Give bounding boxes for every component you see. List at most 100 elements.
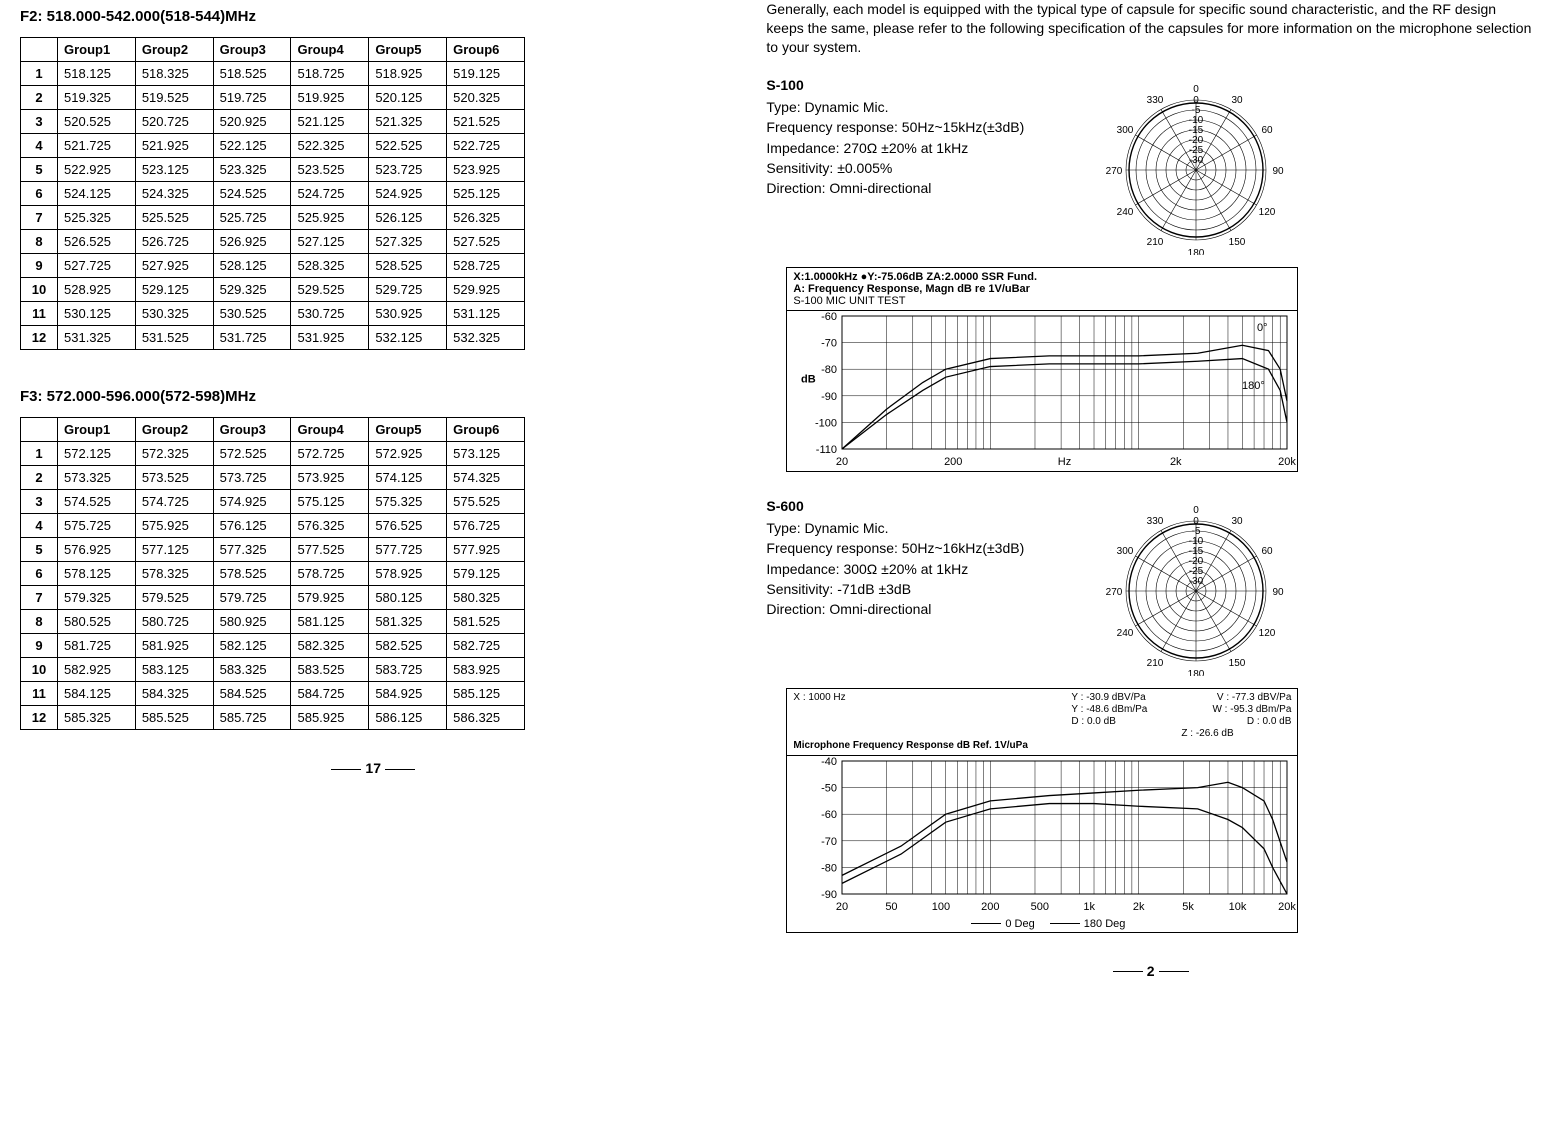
freq-cell: 519.125 bbox=[447, 62, 525, 86]
svg-text:330: 330 bbox=[1147, 95, 1164, 106]
svg-text:0°: 0° bbox=[1257, 322, 1268, 334]
freq-cell: 522.925 bbox=[58, 158, 136, 182]
row-number: 2 bbox=[21, 466, 58, 490]
row-number: 7 bbox=[21, 206, 58, 230]
freq-cell: 573.525 bbox=[135, 466, 213, 490]
svg-text:2k: 2k bbox=[1170, 456, 1182, 468]
col-header: Group3 bbox=[213, 38, 291, 62]
freq-cell: 528.125 bbox=[213, 254, 291, 278]
row-number: 4 bbox=[21, 514, 58, 538]
svg-text:-50: -50 bbox=[821, 782, 837, 794]
freq-cell: 524.125 bbox=[58, 182, 136, 206]
svg-text:300: 300 bbox=[1117, 125, 1134, 136]
freq-cell: 518.725 bbox=[291, 62, 369, 86]
svg-text:200: 200 bbox=[944, 456, 962, 468]
col-header: Group2 bbox=[135, 418, 213, 442]
svg-text:10k: 10k bbox=[1229, 901, 1247, 913]
row-number: 6 bbox=[21, 182, 58, 206]
freq-cell: 526.925 bbox=[213, 230, 291, 254]
svg-text:-15: -15 bbox=[1189, 125, 1204, 136]
freq-cell: 585.525 bbox=[135, 706, 213, 730]
freq-cell: 577.525 bbox=[291, 538, 369, 562]
freq-cell: 523.925 bbox=[447, 158, 525, 182]
page-number-left: 17 bbox=[20, 760, 726, 776]
col-header: Group1 bbox=[58, 418, 136, 442]
freq-cell: 520.525 bbox=[58, 110, 136, 134]
freq-cell: 581.925 bbox=[135, 634, 213, 658]
freq-cell: 576.925 bbox=[58, 538, 136, 562]
freq-cell: 525.125 bbox=[447, 182, 525, 206]
freq-cell: 526.725 bbox=[135, 230, 213, 254]
svg-text:150: 150 bbox=[1229, 237, 1246, 248]
svg-text:5k: 5k bbox=[1183, 901, 1195, 913]
svg-text:-20: -20 bbox=[1189, 135, 1204, 146]
freq-cell: 519.925 bbox=[291, 86, 369, 110]
freq-cell: 526.525 bbox=[58, 230, 136, 254]
svg-text:-40: -40 bbox=[821, 756, 837, 768]
svg-text:0: 0 bbox=[1194, 84, 1200, 95]
svg-text:120: 120 bbox=[1259, 628, 1276, 639]
freq-cell: 525.925 bbox=[291, 206, 369, 230]
freq-cell: 529.725 bbox=[369, 278, 447, 302]
freq-cell: 529.325 bbox=[213, 278, 291, 302]
svg-text:-25: -25 bbox=[1189, 145, 1204, 156]
freq-cell: 578.525 bbox=[213, 562, 291, 586]
svg-text:-10: -10 bbox=[1189, 115, 1204, 126]
freq-cell: 577.125 bbox=[135, 538, 213, 562]
freq-cell: 573.725 bbox=[213, 466, 291, 490]
freq-cell: 584.125 bbox=[58, 682, 136, 706]
svg-text:-5: -5 bbox=[1192, 105, 1201, 116]
row-number: 1 bbox=[21, 442, 58, 466]
svg-text:dB: dB bbox=[801, 373, 816, 385]
svg-text:300: 300 bbox=[1117, 546, 1134, 557]
svg-text:210: 210 bbox=[1147, 658, 1164, 669]
svg-text:-100: -100 bbox=[815, 417, 837, 429]
page-number-right: 2 bbox=[766, 963, 1535, 979]
freq-cell: 580.725 bbox=[135, 610, 213, 634]
col-header: Group6 bbox=[447, 38, 525, 62]
s600-response-chart: X : 1000 Hz Y : -30.9 dBV/Pa V : -77.3 d… bbox=[786, 688, 1298, 933]
freq-cell: 528.725 bbox=[447, 254, 525, 278]
row-number: 12 bbox=[21, 326, 58, 350]
freq-cell: 572.325 bbox=[135, 442, 213, 466]
row-number: 10 bbox=[21, 658, 58, 682]
row-number: 1 bbox=[21, 62, 58, 86]
freq-cell: 573.925 bbox=[291, 466, 369, 490]
freq-cell: 576.525 bbox=[369, 514, 447, 538]
svg-text:0: 0 bbox=[1194, 505, 1200, 516]
freq-cell: 520.125 bbox=[369, 86, 447, 110]
freq-cell: 576.125 bbox=[213, 514, 291, 538]
col-header: Group2 bbox=[135, 38, 213, 62]
freq-cell: 521.325 bbox=[369, 110, 447, 134]
freq-cell: 583.525 bbox=[291, 658, 369, 682]
freq-cell: 521.925 bbox=[135, 134, 213, 158]
freq-cell: 531.125 bbox=[447, 302, 525, 326]
svg-text:1k: 1k bbox=[1084, 901, 1096, 913]
freq-cell: 531.725 bbox=[213, 326, 291, 350]
freq-cell: 528.925 bbox=[58, 278, 136, 302]
freq-cell: 527.725 bbox=[58, 254, 136, 278]
row-number: 9 bbox=[21, 634, 58, 658]
row-number: 8 bbox=[21, 610, 58, 634]
freq-cell: 526.325 bbox=[447, 206, 525, 230]
freq-cell: 584.725 bbox=[291, 682, 369, 706]
svg-text:-25: -25 bbox=[1189, 566, 1204, 577]
svg-text:50: 50 bbox=[886, 901, 898, 913]
col-header bbox=[21, 38, 58, 62]
freq-cell: 584.325 bbox=[135, 682, 213, 706]
s600-polar-diagram: 0306090120150180210240270300330-30-25-20… bbox=[1096, 496, 1296, 676]
freq-cell: 572.525 bbox=[213, 442, 291, 466]
row-number: 3 bbox=[21, 490, 58, 514]
freq-cell: 520.325 bbox=[447, 86, 525, 110]
freq-cell: 518.125 bbox=[58, 62, 136, 86]
svg-text:60: 60 bbox=[1262, 125, 1274, 136]
s100-polar-diagram: 0306090120150180210240270300330-30-25-20… bbox=[1096, 75, 1296, 255]
svg-text:-70: -70 bbox=[821, 835, 837, 847]
freq-cell: 578.725 bbox=[291, 562, 369, 586]
svg-text:-15: -15 bbox=[1189, 546, 1204, 557]
svg-text:180°: 180° bbox=[1242, 380, 1265, 392]
freq-cell: 574.525 bbox=[58, 490, 136, 514]
freq-cell: 523.525 bbox=[291, 158, 369, 182]
freq-cell: 518.925 bbox=[369, 62, 447, 86]
s600-spec: S-600 Type: Dynamic Mic. Frequency respo… bbox=[766, 496, 1096, 620]
